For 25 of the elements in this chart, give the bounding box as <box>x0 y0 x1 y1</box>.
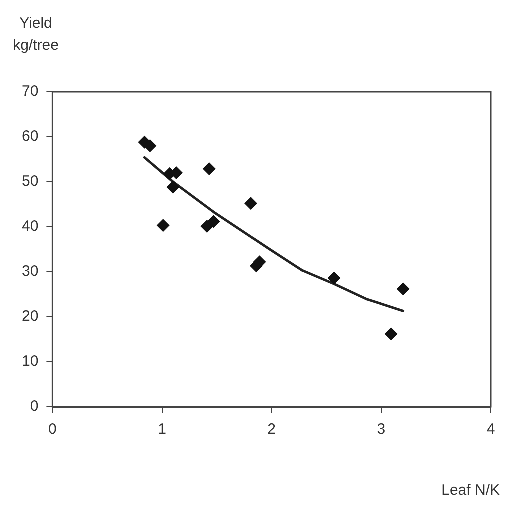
point <box>156 219 170 232</box>
point <box>384 328 398 341</box>
point <box>200 220 214 234</box>
y-tick-label: 40 <box>22 218 39 236</box>
y-tick-label: 70 <box>22 83 39 100</box>
x-tick-label: 1 <box>158 421 166 438</box>
x-tick-label: 3 <box>377 421 386 438</box>
y-axis-title: Yield kg/tree <box>13 15 59 54</box>
y-tick-label: 0 <box>30 398 39 416</box>
x-tick-label: 0 <box>48 421 57 438</box>
y-tick-label: 30 <box>22 263 39 280</box>
point <box>396 282 410 296</box>
y-tick-label: 10 <box>22 353 39 370</box>
point <box>144 140 157 152</box>
point <box>328 272 341 285</box>
x-tick-label: 2 <box>268 421 276 438</box>
y-tick-label: 20 <box>22 308 39 326</box>
y-tick-label: 50 <box>22 173 39 190</box>
point <box>244 197 258 210</box>
x-tick-label: 4 <box>486 421 496 438</box>
point <box>202 162 216 176</box>
y-tick-label: 60 <box>22 128 39 146</box>
point <box>207 215 220 228</box>
point <box>166 180 180 194</box>
x-axis-title: Leaf N/K <box>442 482 500 499</box>
